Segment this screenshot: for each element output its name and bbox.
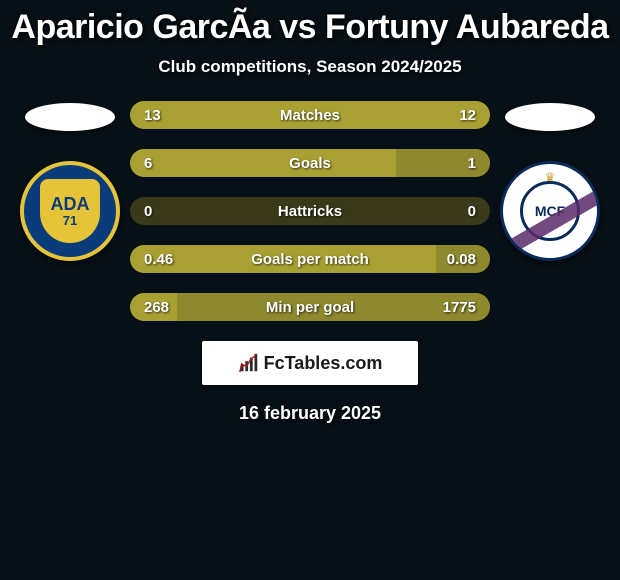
stat-right-value: 12 xyxy=(459,107,490,124)
stat-right-value: 1775 xyxy=(443,299,490,316)
comparison-card: Aparicio GarcÃ­a vs Fortuny Aubareda Clu… xyxy=(0,0,620,424)
left-club-badge: ADA 71 xyxy=(20,161,120,261)
stat-bar: 6Goals1 xyxy=(130,149,490,177)
crown-icon: ♛ xyxy=(545,170,556,184)
left-side: ADA 71 xyxy=(10,91,130,261)
stat-label: Min per goal xyxy=(130,299,490,316)
page-title: Aparicio GarcÃ­a vs Fortuny Aubareda xyxy=(0,0,620,51)
fctables-logo[interactable]: FcTables.com xyxy=(202,341,418,385)
bar-chart-icon xyxy=(238,352,260,374)
stat-label: Goals per match xyxy=(130,251,490,268)
logo-text: FcTables.com xyxy=(264,353,383,374)
right-club-badge: ♛ MCF xyxy=(500,161,600,261)
shield-icon: ADA 71 xyxy=(40,179,100,243)
main-row: ADA 71 13Matches12 6Goals1 0Hattricks0 0.46… xyxy=(0,91,620,321)
left-badge-bottom-text: 71 xyxy=(63,213,77,228)
stat-label: Goals xyxy=(130,155,490,172)
stat-label: Hattricks xyxy=(130,203,490,220)
stat-label: Matches xyxy=(130,107,490,124)
stat-right-value: 1 xyxy=(468,155,490,172)
stat-bar: 0Hattricks0 xyxy=(130,197,490,225)
right-flag-icon xyxy=(505,103,595,131)
left-badge-top-text: ADA xyxy=(51,195,90,213)
date-label: 16 february 2025 xyxy=(0,385,620,424)
stat-right-value: 0.08 xyxy=(447,251,490,268)
left-flag-icon xyxy=(25,103,115,131)
stat-bar: 13Matches12 xyxy=(130,101,490,129)
stat-bar: 0.46Goals per match0.08 xyxy=(130,245,490,273)
stat-bars: 13Matches12 6Goals1 0Hattricks0 0.46Goals p… xyxy=(130,91,490,321)
stat-bar: 268Min per goal1775 xyxy=(130,293,490,321)
subtitle: Club competitions, Season 2024/2025 xyxy=(0,51,620,91)
stat-right-value: 0 xyxy=(468,203,490,220)
right-side: ♛ MCF xyxy=(490,91,610,261)
